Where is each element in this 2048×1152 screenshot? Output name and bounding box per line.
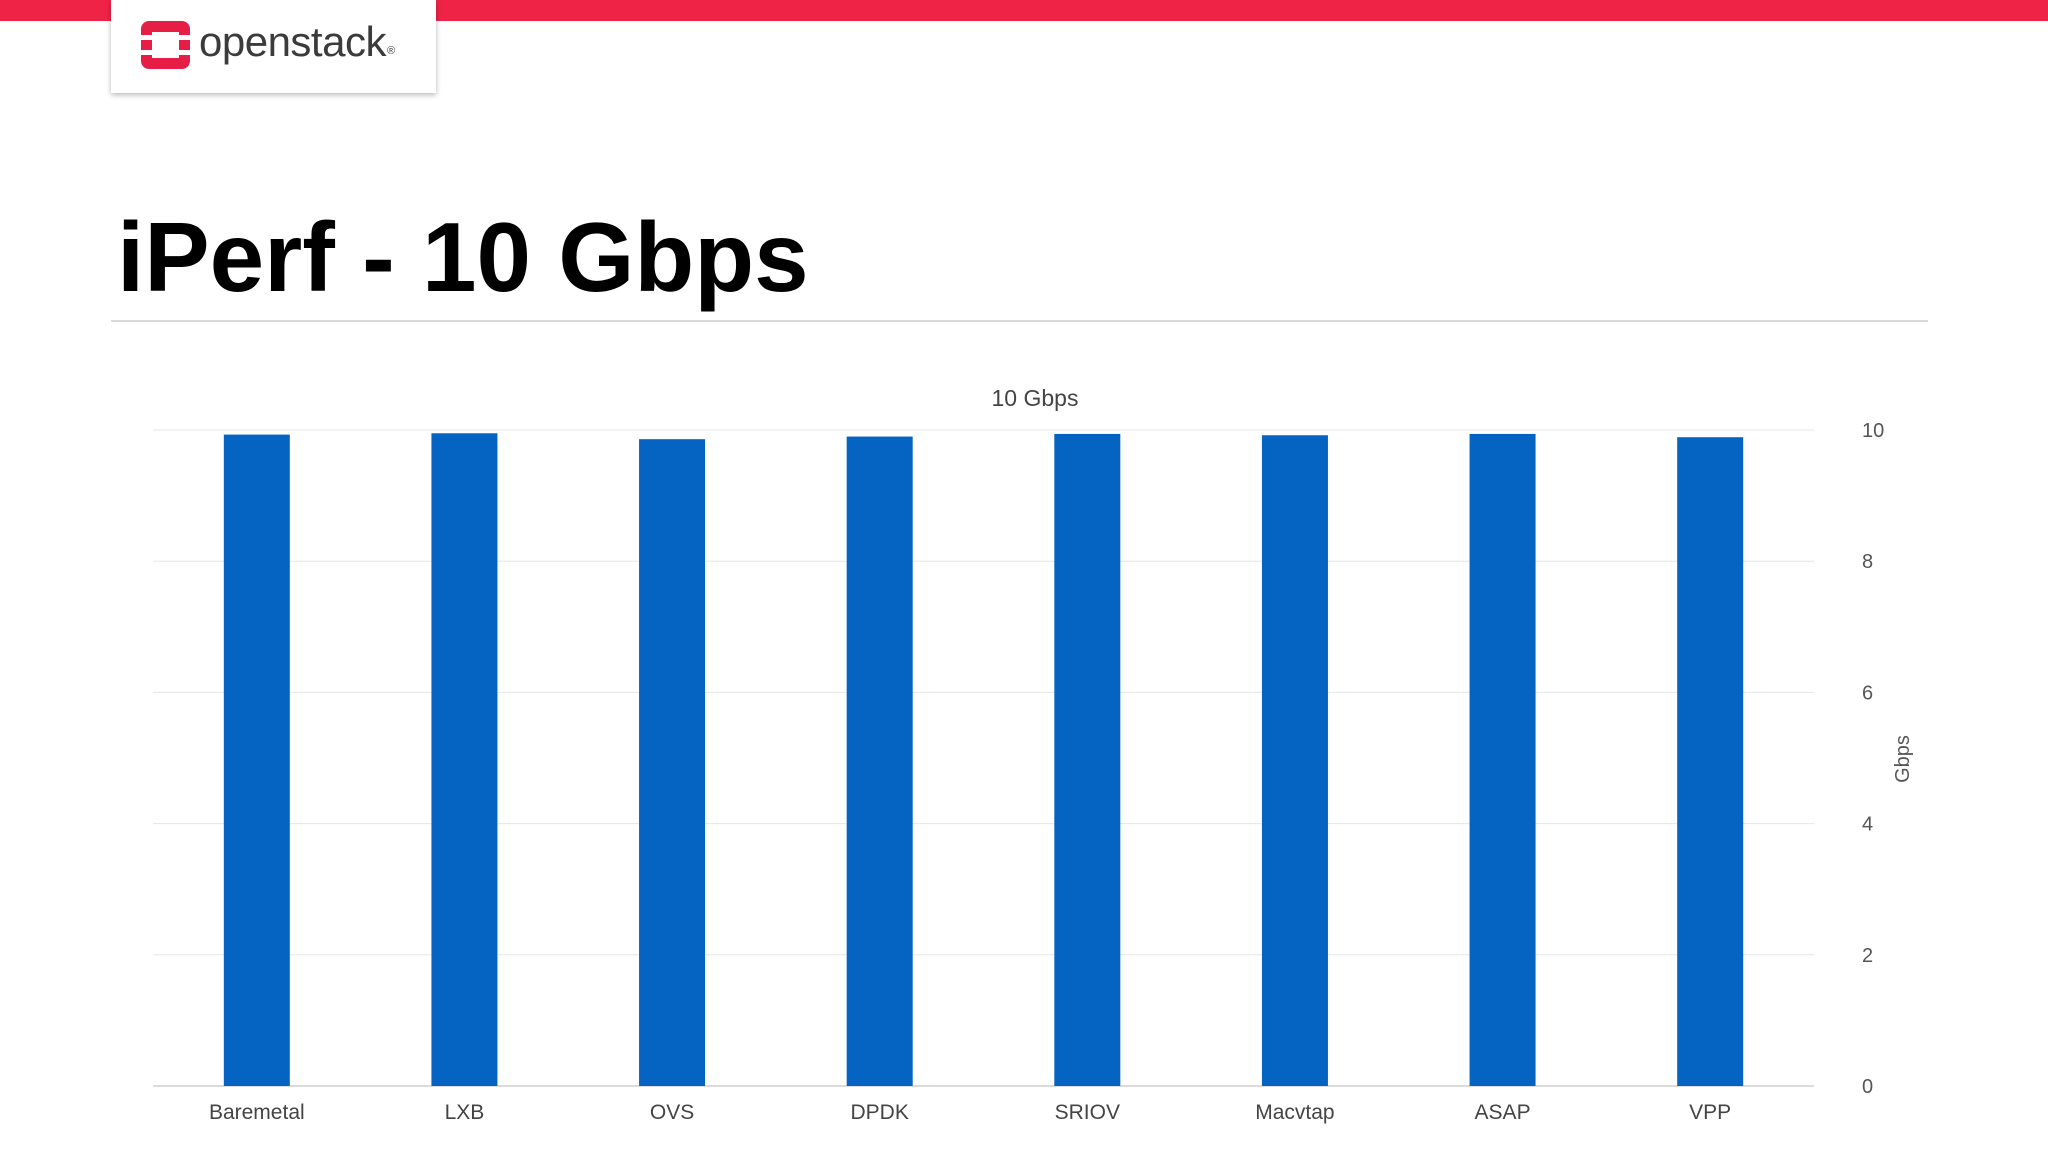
x-tick-label: LXB [445,1101,485,1124]
openstack-logo-icon [141,21,190,69]
x-tick-labels: Baremetal LXB OVS DPDK SRIOV Macvtap ASAP VPP [209,1101,1731,1124]
y-tick-labels: 0 2 4 6 8 10 [1862,420,1884,1098]
top-accent-bar [0,0,2048,21]
bar-asap [1469,433,1536,1086]
y-axis-label: Gbps [1892,735,1914,783]
page-title: iPerf - 10 Gbps [117,202,809,312]
x-tick-label: VPP [1689,1101,1731,1124]
y-tick-label: 0 [1862,1076,1873,1098]
logo-wordmark-text: openstack [199,18,386,65]
bar-lxb [431,433,498,1086]
chart-title: 10 Gbps [992,385,1079,411]
logo-registered-mark: ® [386,45,395,57]
bar-sriov [1054,433,1121,1086]
x-tick-label: DPDK [851,1101,909,1124]
bar-macvtap [1261,435,1328,1086]
y-tick-label: 10 [1862,420,1884,442]
bar-baremetal [223,434,290,1086]
bar-ovs [639,439,706,1087]
y-tick-label: 4 [1862,814,1873,836]
logo-card: openstack® [111,0,436,93]
bar-dpdk [846,436,913,1086]
x-tick-label: Macvtap [1255,1101,1334,1124]
y-tick-label: 6 [1862,682,1873,704]
bars [223,433,1744,1087]
x-tick-label: OVS [650,1101,694,1124]
x-tick-label: SRIOV [1055,1101,1120,1124]
x-tick-label: Baremetal [209,1101,305,1124]
y-tick-label: 2 [1862,945,1873,967]
logo-wordmark: openstack® [199,16,395,77]
y-tick-label: 8 [1862,551,1873,573]
bar-vpp [1677,437,1744,1086]
gridlines [153,429,1814,1087]
x-tick-label: ASAP [1475,1101,1531,1124]
title-divider [111,320,1928,322]
